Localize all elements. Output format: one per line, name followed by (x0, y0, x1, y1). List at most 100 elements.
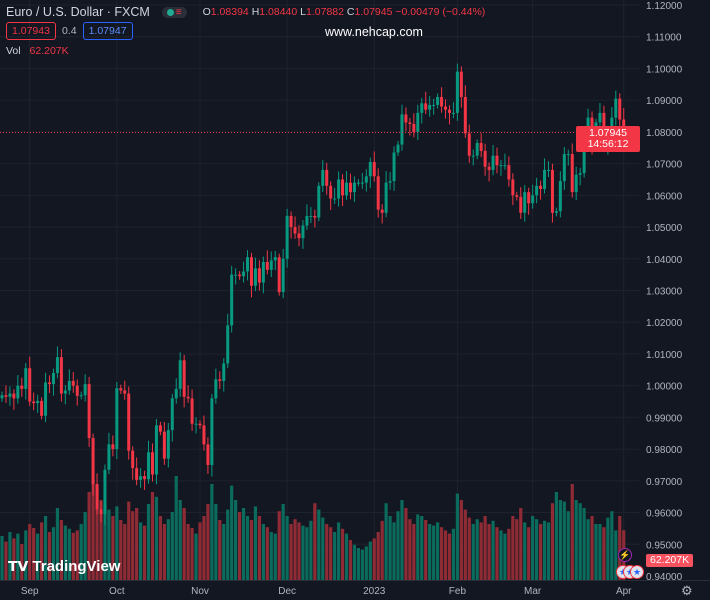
candle-down (467, 133, 471, 156)
candle-up (16, 385, 20, 399)
volume-bar (535, 519, 539, 580)
volume-bar (499, 530, 503, 580)
volume-bar (265, 527, 269, 580)
candle-up (523, 192, 527, 213)
candle-up (499, 165, 503, 167)
candle-up (51, 372, 55, 385)
event-flash-icon[interactable]: ⚡ (618, 548, 632, 562)
candle-down (408, 122, 412, 124)
volume-bar (28, 524, 32, 580)
candle-down (218, 379, 222, 381)
volume-bar (115, 506, 119, 580)
volume-bar (210, 484, 214, 580)
volume-bar (63, 525, 67, 580)
candle-down (95, 484, 99, 510)
volume-legend[interactable]: Vol 62.207K (6, 45, 69, 57)
candle-up (230, 274, 234, 326)
candle-up (79, 395, 83, 397)
event-us-flag-icon[interactable]: ★ (630, 565, 644, 579)
volume-bar (182, 508, 186, 580)
volume-bar (257, 516, 261, 580)
volume-bar (99, 500, 103, 580)
tradingview-logo[interactable]: 𝗧𝗩 TradingView (8, 558, 121, 575)
candle-up (614, 98, 618, 118)
candle-up (566, 154, 570, 156)
candle-up (253, 268, 257, 286)
candle-down (12, 393, 16, 399)
volume-bar (554, 492, 558, 580)
candle-up (246, 257, 250, 272)
candle-up (558, 181, 562, 212)
candle-down (376, 176, 380, 210)
volume-bar (475, 519, 479, 580)
candle-down (202, 425, 206, 445)
price-tick-label: 1.10000 (646, 64, 683, 75)
candle-up (210, 398, 214, 465)
volume-bar (424, 520, 428, 580)
candle-down (440, 96, 444, 107)
volume-bar (178, 500, 182, 580)
buy-button[interactable]: 1.07947 (82, 22, 133, 40)
volume-bar (610, 511, 614, 580)
market-status[interactable]: ≡ (161, 6, 187, 18)
candle-up (147, 452, 151, 480)
volume-bar (166, 519, 170, 580)
volume-bar (12, 538, 16, 580)
candle-up (333, 198, 337, 200)
last-price-tag: 1.07945 14:56:12 (576, 126, 640, 152)
candle-up (368, 162, 372, 177)
volume-bar (111, 516, 115, 580)
price-tick-label: 0.95000 (646, 540, 683, 551)
price-tick-label: 1.05000 (646, 223, 683, 234)
volume-bar (79, 524, 83, 580)
candle-up (543, 169, 547, 189)
candle-down (483, 150, 487, 167)
volume-bar (360, 549, 364, 580)
candle-up (352, 182, 356, 193)
candle-down (380, 209, 384, 213)
candle-up (214, 379, 218, 399)
candle-up (436, 96, 440, 105)
volume-bar (523, 522, 527, 580)
candle-up (451, 112, 455, 114)
volume-bar (131, 511, 135, 580)
volume-bar (396, 511, 400, 580)
volume-bar (479, 522, 483, 580)
candle-up (416, 112, 420, 132)
candle-down (495, 155, 499, 166)
candle-up (44, 382, 48, 416)
volume-bar (471, 524, 475, 580)
volume-bar (222, 524, 226, 580)
candle-down (150, 452, 154, 475)
price-tick-label: 1.08000 (646, 128, 683, 139)
candle-down (424, 103, 428, 110)
volume-bar (289, 524, 293, 580)
candle-down (59, 357, 63, 394)
volume-tag: 62.207K (646, 554, 694, 567)
time-tick-label: 2023 (363, 586, 386, 597)
volume-bar (71, 532, 75, 580)
candle-down (123, 390, 127, 394)
volume-bar (269, 532, 273, 580)
settings-gear-icon[interactable]: ⚙ (681, 583, 693, 598)
time-tick-label: Apr (616, 586, 632, 597)
sell-button[interactable]: 1.07943 (6, 22, 56, 40)
candle-up (222, 363, 226, 381)
candle-up (428, 104, 432, 110)
symbol-title[interactable]: Euro / U.S. Dollar · FXCM (6, 5, 150, 19)
volume-bar (241, 508, 246, 580)
candle-up (139, 476, 143, 480)
volume-bar (337, 522, 341, 580)
volume-bar (483, 516, 487, 580)
volume-bar (313, 503, 317, 580)
candle-up (475, 142, 479, 156)
time-axis[interactable]: Sep Oct Nov Dec 2023 Feb Mar Apr (0, 580, 710, 598)
candle-up (360, 182, 364, 184)
price-tick-label: 1.12000 (646, 1, 683, 12)
price-axis[interactable]: 1.12000 1.11000 1.10000 1.09000 1.08000 1.070… (646, 1, 683, 583)
volume-bar (67, 528, 71, 580)
volume-bar (376, 532, 380, 580)
volume-bar (198, 522, 202, 580)
volume-bar (614, 530, 618, 580)
